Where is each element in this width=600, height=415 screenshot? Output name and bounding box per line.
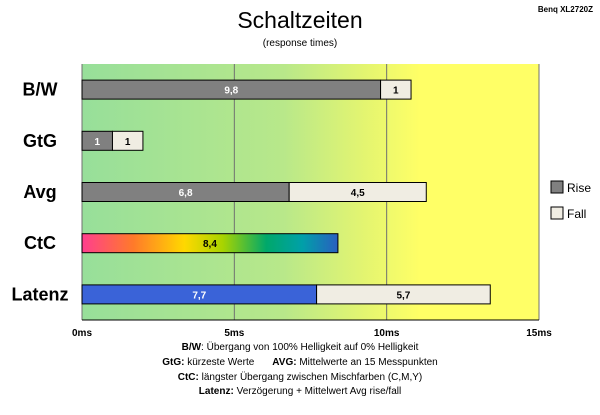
category-label-4: Latenz: [11, 284, 68, 304]
footnote-gtg-key: GtG:: [162, 356, 185, 368]
footnote-ctc: CtC: längster Übergang zwischen Mischfar…: [0, 371, 600, 386]
footnote-latenz-key: Latenz:: [198, 386, 234, 398]
category-label-2: Avg: [23, 182, 56, 202]
legend: Rise Fall: [550, 180, 591, 221]
footnote-ctc-key: CtC:: [177, 371, 199, 383]
category-label-1: GtG: [23, 131, 57, 151]
category-label-0: B/W: [23, 80, 58, 100]
bar-fall-1: [111, 130, 144, 151]
brand-label: Benq XL2720Z: [538, 5, 593, 14]
x-tick-labels: 0ms 5ms 10ms 15ms: [72, 328, 552, 339]
bar-rise-label-4: 7,7: [192, 290, 206, 301]
bar-fall-label-0: 1: [393, 86, 399, 97]
x-tick-label-1: 5ms: [224, 328, 244, 339]
footnote-latenz: Latenz: Verzögerung + Mittelwert Avg ris…: [0, 385, 600, 400]
footnote-gtg-text: kürzeste Werte: [184, 356, 255, 368]
x-tick-label-3: 15ms: [526, 328, 552, 339]
chart-title: Schaltzeiten: [237, 7, 362, 33]
footnote-ctc-text: längster Übergang zwischen Mischfarben (…: [198, 371, 423, 383]
legend-label-rise: Rise: [567, 181, 591, 195]
bar-fall-2: [288, 182, 427, 202]
x-tick-label-2: 10ms: [374, 328, 400, 339]
footnote-latenz-text: Verzögerung + Mittelwert Avg rise/fall: [233, 386, 402, 398]
bar-rise-label-1: 1: [94, 137, 100, 148]
bar-rise-3: [81, 233, 339, 254]
bars: 9,8 1 1 1 6,8 4,5 8,4 7,7 5,7: [81, 79, 491, 305]
response-time-chart: Schaltzeiten (response times) Benq XL272…: [11, 5, 593, 339]
bar-rise-label-3: 8,4: [203, 239, 217, 250]
bar-fall-label-2: 4,5: [351, 188, 365, 199]
category-labels: B/W GtG Avg CtC Latenz: [11, 80, 68, 305]
footnote-bw: B/W: Übergang von 100% Helligkeit auf 0%…: [0, 341, 600, 356]
chart-subtitle: (response times): [263, 38, 337, 49]
bar-fall-4: [316, 284, 491, 305]
footnote-avg-text: Mittelwerte an 15 Messpunkten: [296, 356, 438, 368]
footnotes: B/W: Übergang von 100% Helligkeit auf 0%…: [0, 341, 600, 400]
bar-rise-label-0: 9,8: [224, 86, 238, 97]
footnote-bw-key: B/W: [181, 342, 202, 353]
legend-swatch-rise: [550, 180, 564, 194]
bar-fall-0: [380, 79, 412, 100]
bar-fall-label-1: 1: [125, 137, 131, 148]
bar-fall-label-4: 5,7: [396, 290, 410, 301]
x-tick-label-0: 0ms: [72, 328, 92, 339]
category-label-3: CtC: [24, 233, 56, 253]
legend-swatch-fall: [550, 206, 564, 220]
bar-rise-label-2: 6,8: [179, 188, 193, 199]
footnote-bw-text: : Übergang von 100% Helligkeit auf 0% He…: [201, 342, 419, 353]
legend-label-fall: Fall: [567, 207, 586, 221]
footnote-avg-key: AVG:: [272, 356, 297, 368]
footnote-gtg-avg: GtG: kürzeste Werte AVG: Mittelwerte an 1…: [0, 356, 600, 371]
